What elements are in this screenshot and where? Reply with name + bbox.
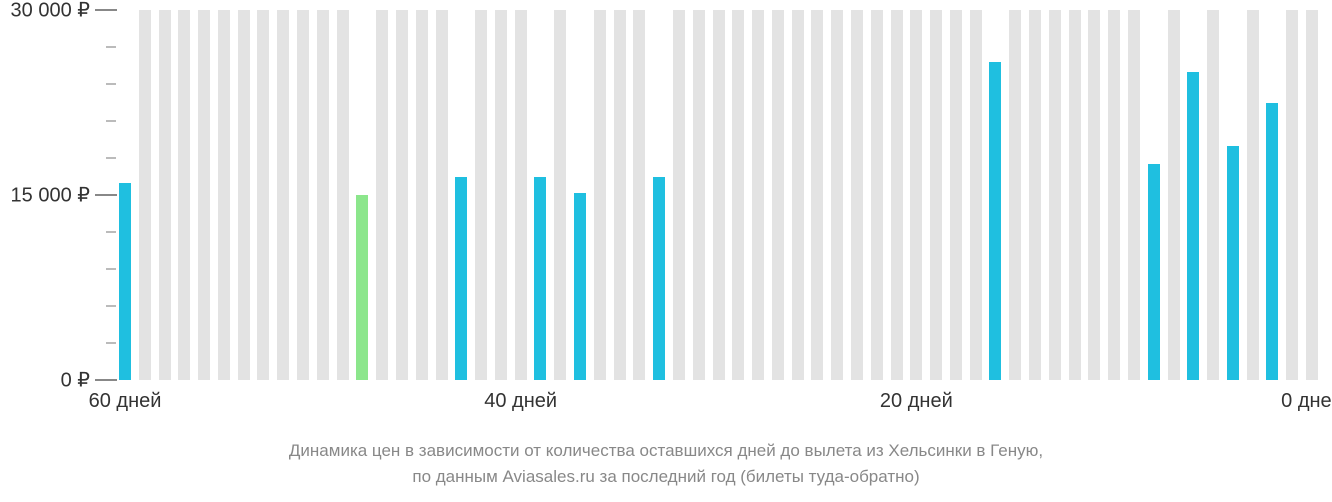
y-tick-major: [95, 194, 117, 196]
price-bar: [871, 10, 883, 380]
price-bar: [1227, 146, 1239, 380]
price-bar: [238, 10, 250, 380]
price-bar: [811, 10, 823, 380]
price-bar: [989, 62, 1001, 380]
price-bar: [1049, 10, 1061, 380]
price-bar: [416, 10, 428, 380]
price-bar: [594, 10, 606, 380]
price-bar: [455, 177, 467, 381]
y-tick-minor: [106, 305, 116, 307]
price-bar: [1168, 10, 1180, 380]
price-bar: [851, 10, 863, 380]
price-bar: [1128, 10, 1140, 380]
price-bar: [930, 10, 942, 380]
price-bar: [277, 10, 289, 380]
price-bar: [1088, 10, 1100, 380]
y-tick-minor: [106, 46, 116, 48]
price-bar: [1009, 10, 1021, 380]
price-bar: [891, 10, 903, 380]
y-tick-minor: [106, 157, 116, 159]
price-bar: [495, 10, 507, 380]
chart-caption-line1: Динамика цен в зависимости от количества…: [0, 438, 1332, 464]
y-tick-minor: [106, 231, 116, 233]
price-bar: [1266, 103, 1278, 381]
y-axis-label: 0 ₽: [61, 368, 90, 393]
price-bar: [1306, 10, 1318, 380]
chart-caption-line2: по данным Aviasales.ru за последний год …: [0, 464, 1332, 490]
y-tick-minor: [106, 342, 116, 344]
price-bar: [337, 10, 349, 380]
y-axis-label: 30 000 ₽: [11, 0, 90, 23]
price-bar: [1108, 10, 1120, 380]
price-bar: [792, 10, 804, 380]
price-bar: [1148, 164, 1160, 380]
price-bar: [910, 10, 922, 380]
price-bar: [1247, 10, 1259, 380]
price-bar: [1069, 10, 1081, 380]
y-tick-minor: [106, 120, 116, 122]
price-bar: [436, 10, 448, 380]
price-bar: [1029, 10, 1041, 380]
price-bar: [614, 10, 626, 380]
price-bar: [970, 10, 982, 380]
price-bar: [950, 10, 962, 380]
x-axis-label: 0 дней: [1281, 390, 1332, 413]
price-bar: [831, 10, 843, 380]
price-bar: [257, 10, 269, 380]
price-bar: [139, 10, 151, 380]
price-bar: [693, 10, 705, 380]
x-axis-label: 40 дней: [484, 390, 557, 413]
price-bar: [574, 193, 586, 380]
price-bar: [1207, 10, 1219, 380]
price-bar: [396, 10, 408, 380]
price-bar: [218, 10, 230, 380]
price-bar: [772, 10, 784, 380]
price-bar: [1187, 72, 1199, 380]
price-bar: [534, 177, 546, 381]
price-bar: [317, 10, 329, 380]
x-axis-label: 60 дней: [89, 390, 162, 413]
y-tick-minor: [106, 83, 116, 85]
price-bar: [673, 10, 685, 380]
price-bar: [752, 10, 764, 380]
price-dynamics-chart: 0 ₽ 15 000 ₽ 30 000 ₽ 60 дней 40 дней 20 дне…: [0, 0, 1332, 502]
price-bar: [119, 183, 131, 380]
price-bar: [732, 10, 744, 380]
price-bar: [475, 10, 487, 380]
price-bar: [713, 10, 725, 380]
price-bar: [633, 10, 645, 380]
y-tick-minor: [106, 268, 116, 270]
price-bar: [1286, 10, 1298, 380]
price-bar: [159, 10, 171, 380]
price-bar: [653, 177, 665, 381]
price-bar: [554, 10, 566, 380]
price-bar: [356, 195, 368, 380]
y-tick-major: [95, 9, 117, 11]
price-bar: [198, 10, 210, 380]
y-tick-major: [95, 379, 117, 381]
x-axis-label: 20 дней: [880, 390, 953, 413]
plot-area: [125, 10, 1312, 380]
price-bar: [515, 10, 527, 380]
y-axis-label: 15 000 ₽: [11, 183, 90, 208]
price-bar: [178, 10, 190, 380]
price-bar: [297, 10, 309, 380]
price-bar: [376, 10, 388, 380]
